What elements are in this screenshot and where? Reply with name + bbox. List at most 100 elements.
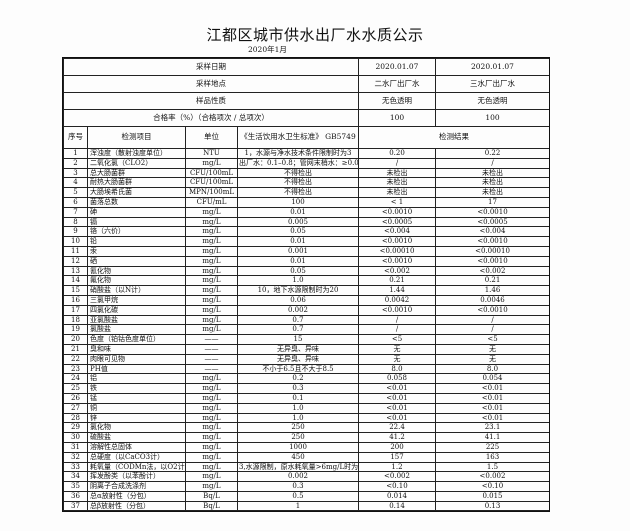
- row-item: 硒: [87, 255, 186, 267]
- row-result-plant2: 41.2: [358, 432, 436, 443]
- row-item: 阴离子合成洗涤剂: [87, 481, 186, 492]
- row-result-plant2: <0.002: [358, 471, 436, 483]
- row-standard: 1.0: [237, 402, 359, 414]
- table-row: 31 溶解性总固体 mg/L 1000 200 225: [63, 441, 550, 453]
- row-result-plant3: 未检出: [435, 167, 550, 179]
- sample-nature-value: 无色透明: [358, 92, 436, 110]
- row-item: PH值: [87, 363, 186, 375]
- row-item: 铬（六价）: [87, 226, 186, 238]
- row-number: 16: [63, 294, 88, 306]
- row-standard: 出厂水：0.1–0.8；管网末梢水：≥0.02: [237, 157, 359, 169]
- row-standard: 3,水源限制，原水耗氧量>6mg/L时为5: [237, 461, 359, 473]
- row-result-plant2: 0.014: [358, 490, 436, 502]
- row-result-plant2: 200: [358, 441, 436, 453]
- row-result-plant3: <0.10: [435, 481, 550, 492]
- row-unit: mg/L: [185, 324, 238, 336]
- sample-nature-value: 无色透明: [435, 92, 550, 110]
- row-unit: mg/L: [185, 471, 238, 483]
- table-row: 5 大肠埃希氏菌 MPN/100mL 不得检出 未检出 未检出: [63, 187, 550, 198]
- row-number: 10: [63, 236, 88, 247]
- row-result-plant3: <0.00010: [435, 245, 550, 257]
- row-result-plant3: <0.01: [435, 392, 550, 404]
- row-unit: mg/L: [185, 206, 238, 218]
- row-number: 14: [63, 275, 88, 287]
- table-row: 24 铝 mg/L 0.2 0.058 0.054: [63, 373, 550, 385]
- row-number: 15: [63, 285, 88, 296]
- row-result-plant2: <0.01: [358, 383, 436, 394]
- row-unit: mg/L: [185, 226, 238, 238]
- row-result-plant3: 未检出: [435, 187, 550, 198]
- row-number: 34: [63, 471, 88, 483]
- row-standard: 不小于6.5且不大于8.5: [237, 363, 359, 375]
- row-unit: Bq/L: [185, 500, 238, 512]
- row-unit: mg/L: [185, 461, 238, 473]
- row-result-plant3: 0.0046: [435, 294, 550, 306]
- row-item: 铜: [87, 402, 186, 414]
- row-unit: mg/L: [185, 294, 238, 306]
- row-result-plant3: <0.0010: [435, 236, 550, 247]
- row-item: 总大肠菌群: [87, 167, 186, 179]
- column-header-row: 序号 检测项目 单位 《生活饮用水卫生标准》 GB5749 检测结果: [63, 126, 550, 149]
- table-row: 28 锌 mg/L 1.0 <0.01 <0.01: [63, 412, 550, 424]
- row-item: 溶解性总固体: [87, 441, 186, 453]
- pass-rate-label: 合格率（%）（合格项次 / 总项次）: [63, 109, 359, 127]
- row-number: 6: [63, 196, 88, 208]
- row-result-plant2: <0.002: [358, 265, 436, 277]
- row-result-plant3: <0.0010: [435, 206, 550, 218]
- row-unit: CFU/100mL: [185, 167, 238, 179]
- table-row: 26 锰 mg/L 0.1 <0.01 <0.01: [63, 392, 550, 404]
- row-standard: 0.005: [237, 216, 359, 228]
- table-row: 2 二氧化氯（CLO2） mg/L 出厂水：0.1–0.8；管网末梢水：≥0.02//: [63, 157, 550, 169]
- row-result-plant2: <0.01: [358, 392, 436, 404]
- row-result-plant3: 0.22: [435, 148, 550, 159]
- row-result-plant3: <0.01: [435, 412, 550, 424]
- row-item: 总硬度（以CaCO3计）: [87, 451, 186, 463]
- row-result-plant3: <0.0005: [435, 216, 550, 228]
- sampling-date-label: 采样日期: [63, 58, 359, 76]
- row-number: 17: [63, 304, 88, 316]
- table-row: 12 硒 mg/L 0.01 <0.0010 <0.0010: [63, 255, 550, 267]
- row-standard: 10，地下水源限制时为20: [237, 285, 359, 296]
- row-result-plant3: 0.015: [435, 490, 550, 502]
- sampling-date-value: 2020.01.07: [358, 58, 436, 76]
- row-unit: mg/L: [185, 265, 238, 277]
- row-unit: mg/L: [185, 304, 238, 316]
- row-standard: 不得检出: [237, 167, 359, 179]
- row-item: 硝酸盐（以N计）: [87, 285, 186, 296]
- row-unit: ——: [185, 334, 238, 345]
- row-result-plant2: /: [358, 324, 436, 336]
- row-standard: 0.1: [237, 392, 359, 404]
- table-row: 17 四氯化碳 mg/L 0.002 <0.0010 <0.0010: [63, 304, 550, 316]
- row-item: 耗氧量（CODMn法，以O2计）: [87, 461, 186, 473]
- row-unit: mg/L: [185, 383, 238, 394]
- row-result-plant2: <0.0010: [358, 304, 436, 316]
- row-result-plant2: 0.20: [358, 148, 436, 159]
- table-row: 34 挥发酚类（以苯酚计） mg/L 0.002 <0.002 <0.002: [63, 471, 550, 483]
- row-standard: 0.002: [237, 471, 359, 483]
- col-standard: 《生活饮用水卫生标准》 GB5749: [237, 126, 359, 149]
- row-standard: 0.7: [237, 324, 359, 336]
- row-number: 3: [63, 167, 88, 179]
- row-unit: mg/L: [185, 216, 238, 228]
- report-period: 2020年1月: [248, 45, 287, 54]
- row-item: 硫酸盐: [87, 432, 186, 443]
- pass-rate-row: 合格率（%）（合格项次 / 总项次） 100 100: [63, 109, 550, 127]
- row-unit: mg/L: [185, 373, 238, 385]
- row-standard: 0.5: [237, 490, 359, 502]
- row-result-plant3: 0.21: [435, 275, 550, 287]
- row-unit: mg/L: [185, 441, 238, 453]
- row-standard: 0.2: [237, 373, 359, 385]
- row-number: 22: [63, 353, 88, 365]
- row-item: 铅: [87, 236, 186, 247]
- table-row: 15 硝酸盐（以N计） mg/L 10，地下水源限制时为20 1.44 1.46: [63, 285, 550, 296]
- row-unit: mg/L: [185, 432, 238, 443]
- row-number: 35: [63, 481, 88, 492]
- row-result-plant2: <0.10: [358, 481, 436, 492]
- row-unit: mg/L: [185, 285, 238, 296]
- row-number: 29: [63, 422, 88, 434]
- sampling-site-label: 采样地点: [63, 75, 359, 93]
- row-result-plant3: 无: [435, 343, 550, 355]
- sampling-site-row: 采样地点 二水厂出厂水 三水厂出厂水: [63, 75, 550, 93]
- table-row: 21 臭和味 —— 无异臭、异味无无: [63, 343, 550, 355]
- row-number: 27: [63, 402, 88, 414]
